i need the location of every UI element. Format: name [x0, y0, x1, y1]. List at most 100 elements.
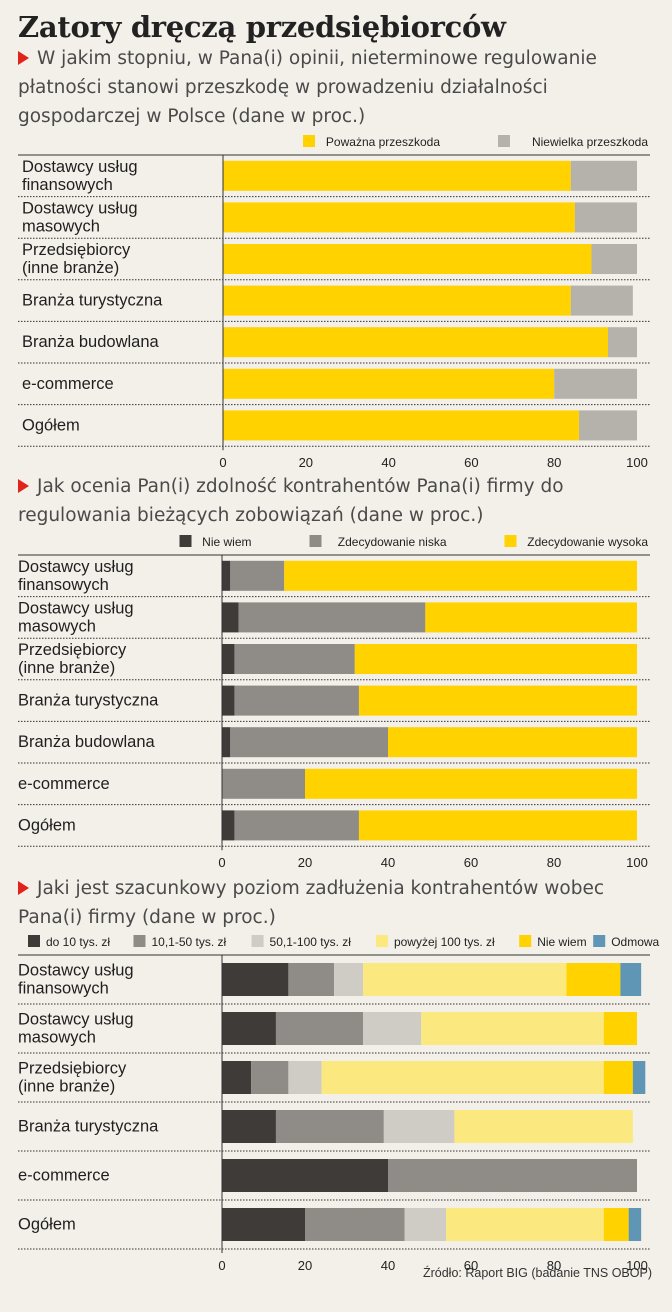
bar-niewielka-przeszkoda-branża-budowlana: [608, 327, 637, 358]
x-tick-label: 80: [547, 455, 561, 470]
legend-swatch: [133, 935, 146, 947]
category-label: Branża budowlana: [18, 733, 156, 751]
bar-do-10-tys-zł-e-commerce: [222, 1159, 388, 1192]
bar-poważna-przeszkoda-branża-turystyczna: [223, 285, 571, 316]
category-label: Dostawcy usług masowych: [22, 199, 138, 235]
bar-nie-wiem-przedsiębiorcy-inne-branże: [222, 644, 235, 674]
chart-2-question: Jak ocenia Pan(i) zdolność kontrahentów …: [18, 472, 663, 530]
bar-nie-wiem-branża-budowlana: [222, 727, 231, 758]
category-label: Ogółem: [22, 416, 80, 434]
bar-zdecydowanie-niska-przedsiębiorcy-inne-branże: [234, 644, 355, 674]
bar-nie-wiem-dostawcy-usług-masowych: [222, 602, 239, 633]
bar-50-1-100-tys-zł-dostawcy-usług-masowych: [363, 1012, 422, 1045]
legend: Niewielka przeszkoda Poważna przeszkoda: [303, 135, 648, 149]
legend-label: 50,1-100 tys. zł: [270, 935, 352, 949]
legend-label: do 10 tys. zł: [46, 935, 110, 949]
chart-2: Zdecydowanie wysoka Zdecydowanie niska Nie…: [18, 535, 650, 870]
x-tick-label: 0: [219, 455, 226, 470]
bar-do-10-tys-zł-przedsiębiorcy-inne-branże: [222, 1061, 252, 1094]
x-tick-label: 100: [626, 855, 648, 870]
x-tick-label: 60: [464, 855, 478, 870]
category-label: Przedsiębiorcy (inne branże): [18, 1060, 127, 1096]
bar-nie-wiem-dostawcy-usług-masowych: [603, 1012, 637, 1045]
bar-zdecydowanie-wysoka-dostawcy-usług-finansowych: [284, 560, 637, 591]
category-label: Przedsiębiorcy (inne branże): [22, 241, 131, 277]
bar-niewielka-przeszkoda-ogółem: [579, 410, 637, 441]
legend-swatch: [519, 935, 532, 947]
bar-odmowa-przedsiębiorcy-inne-branże: [632, 1061, 646, 1094]
legend: Zdecydowanie wysoka Zdecydowanie niska Nie…: [179, 535, 648, 549]
bar-nie-wiem-ogółem: [603, 1208, 629, 1241]
bar-poważna-przeszkoda-dostawcy-usług-finansowych: [223, 160, 571, 191]
category-label: Przedsiębiorcy (inne branże): [18, 641, 127, 677]
category-label: Branża turystyczna: [22, 292, 163, 310]
x-tick-label: 40: [381, 855, 395, 870]
bar-10-1-50-tys-zł-branża-turystyczna: [275, 1110, 384, 1143]
bar-niewielka-przeszkoda-branża-turystyczna: [570, 285, 633, 316]
x-tick-label: 20: [298, 855, 312, 870]
bar-powyżej-100-tys-zł-ogółem: [446, 1208, 604, 1241]
bar-powyżej-100-tys-zł-dostawcy-usług-finansowych: [363, 963, 567, 996]
bar-poważna-przeszkoda-ogółem: [223, 410, 580, 441]
category-label: Branża turystyczna: [18, 692, 159, 710]
category-label: Ogółem: [18, 1216, 76, 1234]
chart-1: Niewielka przeszkoda Poważna przeszkoda Do…: [18, 135, 650, 470]
bar-powyżej-100-tys-zł-branża-turystyczna: [454, 1110, 633, 1143]
x-tick-label: 20: [299, 455, 313, 470]
red-triangle-icon: [18, 881, 29, 895]
bar-50-1-100-tys-zł-branża-turystyczna: [383, 1110, 455, 1143]
category-label: Dostawcy usług masowych: [18, 599, 134, 635]
chart-3-question: Jaki jest szacunkowy poziom zadłużenia k…: [18, 874, 663, 932]
x-tick-label: 0: [218, 855, 225, 870]
category-label: e-commerce: [18, 1167, 110, 1185]
chart-1-question: W jakim stopniu, w Pana(i) opinii, niete…: [18, 44, 663, 131]
bar-zdecydowanie-niska-dostawcy-usług-masowych: [238, 602, 426, 633]
category-label: e-commerce: [18, 775, 110, 793]
bar-10-1-50-tys-zł-dostawcy-usług-masowych: [275, 1012, 364, 1045]
category-label: Branża budowlana: [22, 333, 160, 351]
bar-do-10-tys-zł-dostawcy-usług-finansowych: [222, 963, 289, 996]
bar-zdecydowanie-niska-branża-budowlana: [230, 727, 388, 758]
category-label: Dostawcy usług finansowych: [18, 962, 134, 998]
bar-poważna-przeszkoda-przedsiębiorcy-inne-branże: [223, 244, 592, 274]
legend-label: 10,1-50 tys. zł: [151, 935, 226, 949]
bar-10-1-50-tys-zł-przedsiębiorcy-inne-branże: [251, 1061, 289, 1094]
red-triangle-icon: [18, 479, 29, 493]
bar-zdecydowanie-wysoka-branża-turystyczna: [358, 685, 637, 716]
bar-zdecydowanie-niska-e-commerce: [222, 768, 305, 799]
bar-poważna-przeszkoda-branża-budowlana: [223, 327, 609, 358]
legend-swatch: [593, 935, 606, 947]
x-tick-label: 60: [464, 1258, 478, 1273]
bar-odmowa-dostawcy-usług-finansowych: [620, 963, 642, 996]
bar-nie-wiem-branża-turystyczna: [222, 685, 235, 716]
bar-zdecydowanie-wysoka-przedsiębiorcy-inne-branże: [354, 644, 637, 674]
bar-nie-wiem-dostawcy-usług-finansowych: [566, 963, 621, 996]
x-tick-label: 0: [218, 1258, 225, 1273]
legend-swatch: [28, 935, 40, 947]
x-tick-label: 80: [547, 1258, 561, 1273]
bar-zdecydowanie-niska-ogółem: [234, 810, 359, 841]
bar-powyżej-100-tys-zł-przedsiębiorcy-inne-branże: [321, 1061, 604, 1094]
red-triangle-icon: [18, 51, 29, 65]
bar-10-1-50-tys-zł-dostawcy-usług-finansowych: [288, 963, 335, 996]
category-label: Dostawcy usług masowych: [18, 1011, 134, 1047]
bar-nie-wiem-przedsiębiorcy-inne-branże: [603, 1061, 633, 1094]
bar-10-1-50-tys-zł-e-commerce: [388, 1159, 637, 1192]
category-label: Branża turystyczna: [18, 1118, 159, 1136]
legend-label: Niewielka przeszkoda: [532, 135, 648, 149]
x-tick-label: 100: [626, 1258, 648, 1273]
x-tick-label: 40: [381, 1258, 395, 1273]
bar-zdecydowanie-niska-dostawcy-usług-finansowych: [230, 560, 285, 591]
legend-swatch: [251, 935, 264, 947]
legend-label: Nie wiem: [202, 535, 251, 549]
legend-swatch: [498, 135, 510, 147]
legend-swatch: [179, 535, 192, 547]
x-tick-label: 60: [464, 455, 478, 470]
legend-label: Poważna przeszkoda: [326, 135, 440, 149]
bar-50-1-100-tys-zł-przedsiębiorcy-inne-branże: [288, 1061, 322, 1094]
bar-zdecydowanie-wysoka-branża-budowlana: [388, 727, 637, 758]
bar-niewielka-przeszkoda-dostawcy-usług-masowych: [574, 202, 637, 233]
bar-nie-wiem-ogółem: [222, 810, 235, 841]
page-title: Zatory dręczą przedsiębiorców: [18, 10, 506, 44]
x-tick-label: 40: [381, 455, 395, 470]
